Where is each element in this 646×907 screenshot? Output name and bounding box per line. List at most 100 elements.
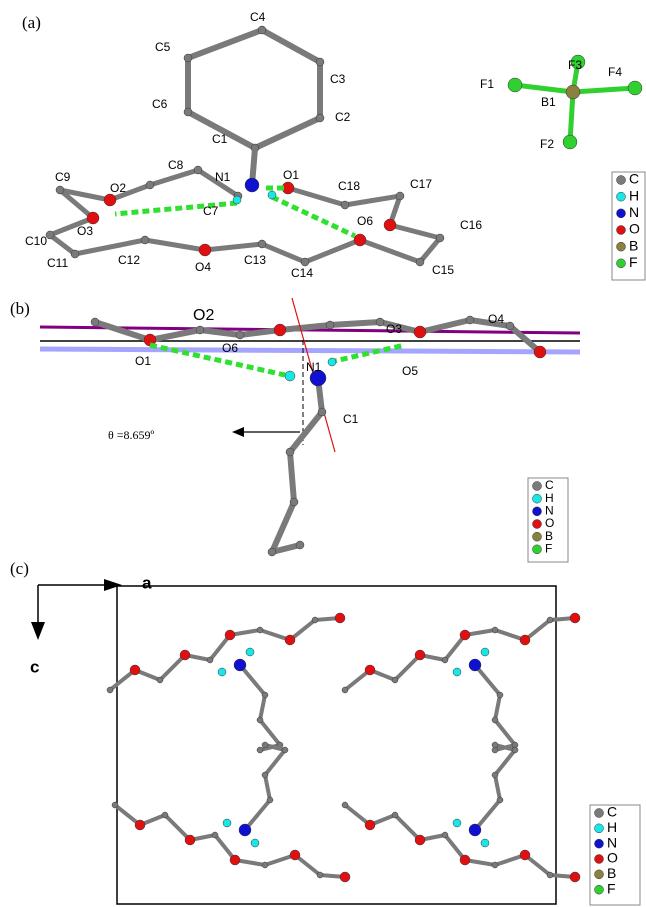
atom-label: C9 xyxy=(55,170,71,184)
atom-label: O6 xyxy=(357,214,373,228)
atom-label: O3 xyxy=(386,322,402,336)
atom xyxy=(342,802,348,808)
bond xyxy=(188,30,320,148)
atom xyxy=(239,824,251,836)
legend-label: B xyxy=(629,237,638,253)
bond xyxy=(345,618,575,690)
atom xyxy=(107,687,113,693)
atom xyxy=(376,318,384,326)
atom xyxy=(267,797,273,803)
atom xyxy=(533,532,542,541)
atom xyxy=(296,541,304,549)
atom xyxy=(56,186,64,194)
atom xyxy=(285,635,295,645)
legend-label: F xyxy=(607,880,616,896)
atom-label: C14 xyxy=(291,266,313,280)
atom xyxy=(262,742,268,748)
atom xyxy=(290,850,300,860)
atom xyxy=(317,872,323,878)
atom xyxy=(570,613,580,623)
atom xyxy=(184,108,192,116)
angle-label: θ =8.659º xyxy=(108,428,155,442)
atom xyxy=(234,659,246,671)
atom-label: F2 xyxy=(540,137,554,151)
atom xyxy=(328,358,336,366)
atom-label: O2 xyxy=(193,307,214,324)
atom-label: O1 xyxy=(283,168,299,182)
atom xyxy=(223,819,231,827)
atom xyxy=(469,659,481,671)
atom xyxy=(46,231,54,239)
atom xyxy=(286,448,294,456)
atom xyxy=(246,648,254,656)
atom xyxy=(416,258,424,266)
atom-label: C16 xyxy=(460,218,482,232)
legend-label: C xyxy=(629,171,639,187)
atom xyxy=(285,371,295,381)
molecule xyxy=(107,613,345,753)
atom xyxy=(196,326,204,334)
molecule xyxy=(342,742,580,882)
atom xyxy=(365,665,375,675)
atom-label: O1 xyxy=(135,354,151,368)
legend-label: F xyxy=(629,254,638,270)
atom xyxy=(453,819,461,827)
arrow-head xyxy=(31,622,45,640)
atom xyxy=(365,820,375,830)
atom xyxy=(218,668,226,676)
atom xyxy=(617,226,626,235)
atom xyxy=(135,820,145,830)
atom xyxy=(570,872,580,882)
atom xyxy=(617,259,626,268)
axis-label: a xyxy=(142,573,152,592)
atom xyxy=(481,648,489,656)
atom xyxy=(262,692,268,698)
atom xyxy=(512,747,518,753)
atom xyxy=(130,665,140,675)
atom-label: N1 xyxy=(215,170,231,184)
atom xyxy=(520,635,530,645)
atom-label: C7 xyxy=(203,204,219,218)
atom xyxy=(326,321,334,329)
atom-label: C2 xyxy=(335,110,351,124)
atom xyxy=(492,862,498,868)
atom-label: B1 xyxy=(541,95,556,109)
atom xyxy=(157,677,163,683)
atom xyxy=(335,613,345,623)
atom xyxy=(87,212,99,224)
atom xyxy=(274,324,286,336)
atom xyxy=(141,236,149,244)
hydrogen-bond xyxy=(330,345,405,362)
atom xyxy=(628,81,642,95)
atom xyxy=(301,258,309,266)
atom xyxy=(207,657,213,663)
legend-label: B xyxy=(607,865,616,881)
atom-label: C1 xyxy=(212,132,228,146)
atom xyxy=(547,617,553,623)
atom xyxy=(342,687,348,693)
legend-label: N xyxy=(607,834,617,850)
atom xyxy=(442,657,448,663)
atom xyxy=(595,870,604,879)
bond xyxy=(245,745,285,830)
atom xyxy=(595,839,604,848)
atom xyxy=(547,872,553,878)
atom xyxy=(415,835,425,845)
bond xyxy=(240,665,280,750)
atom xyxy=(258,240,266,248)
atom-label: N1 xyxy=(306,360,322,374)
arrow-head xyxy=(104,579,122,591)
atom xyxy=(415,650,425,660)
atom-label: C17 xyxy=(410,177,432,191)
atom xyxy=(104,194,116,206)
atom xyxy=(460,630,470,640)
atom xyxy=(414,326,426,338)
atom xyxy=(290,498,298,506)
atom xyxy=(533,494,542,503)
atom xyxy=(354,234,366,246)
atom xyxy=(316,58,324,66)
atom xyxy=(194,166,202,174)
atom xyxy=(180,650,190,660)
atom-label: C8 xyxy=(168,158,184,172)
atom xyxy=(566,85,580,99)
